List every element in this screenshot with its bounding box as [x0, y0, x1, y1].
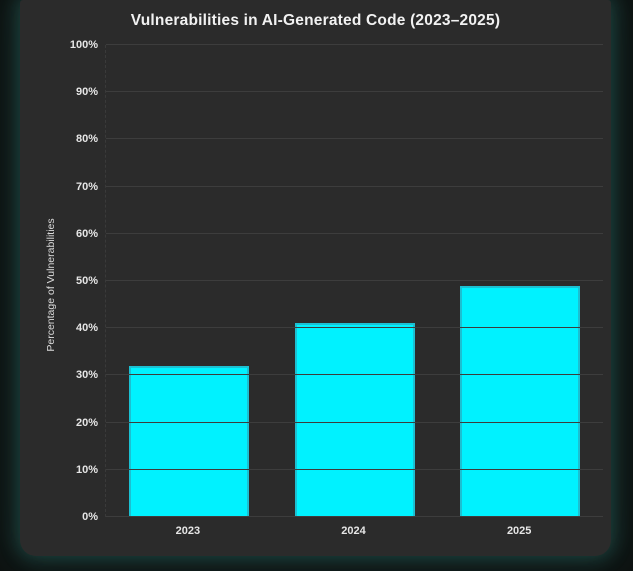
y-axis-tick-labels: 0% 10% 20% 30% 40% 50% 60% 70% 80% 90% 100%: [20, 39, 98, 523]
gridline-70: [106, 185, 603, 187]
y-tick-label-10: 10%: [75, 463, 98, 476]
chart-card: Vulnerabilities in AI-Generated Code (20…: [20, 0, 611, 556]
y-tick-label-100: 100%: [69, 39, 98, 51]
y-tick-label-0: 0%: [82, 511, 98, 523]
x-tick-label-2024: 2024: [341, 525, 366, 537]
y-tick-label-60: 60%: [75, 227, 98, 240]
bars-row: [106, 45, 603, 517]
plot-area: [105, 44, 603, 517]
y-tick-label-40: 40%: [75, 322, 98, 335]
y-tick-label-90: 90%: [75, 86, 98, 99]
gridline-40: [106, 327, 603, 329]
gridline-100: [106, 44, 603, 45]
y-tick-label-30: 30%: [75, 369, 98, 382]
bar-2023: [128, 365, 249, 517]
gridline-10: [106, 468, 603, 470]
x-tick-label-2023: 2023: [175, 525, 201, 537]
x-axis-tick-labels: 2023 2024 2025: [105, 525, 602, 537]
gridline-60: [106, 232, 603, 234]
chart-title: Vulnerabilities in AI-Generated Code (20…: [130, 12, 501, 29]
y-tick-label-70: 70%: [75, 180, 98, 193]
bar-slot-2024: [272, 45, 438, 517]
bar-slot-2023: [106, 45, 272, 517]
gridline-80: [106, 138, 603, 140]
y-tick-label-80: 80%: [75, 133, 98, 146]
bar-slot-2025: [437, 45, 603, 517]
gridline-30: [106, 374, 603, 376]
x-tick-label-2025: 2025: [506, 525, 532, 537]
gridline-20: [106, 421, 603, 423]
gridline-50: [106, 280, 603, 281]
gridline-90: [106, 91, 603, 93]
y-tick-label-50: 50%: [75, 275, 98, 287]
bar-2024: [294, 323, 415, 517]
bar-2025: [460, 285, 581, 517]
gridline-0: [106, 516, 603, 517]
y-tick-label-20: 20%: [75, 416, 98, 429]
